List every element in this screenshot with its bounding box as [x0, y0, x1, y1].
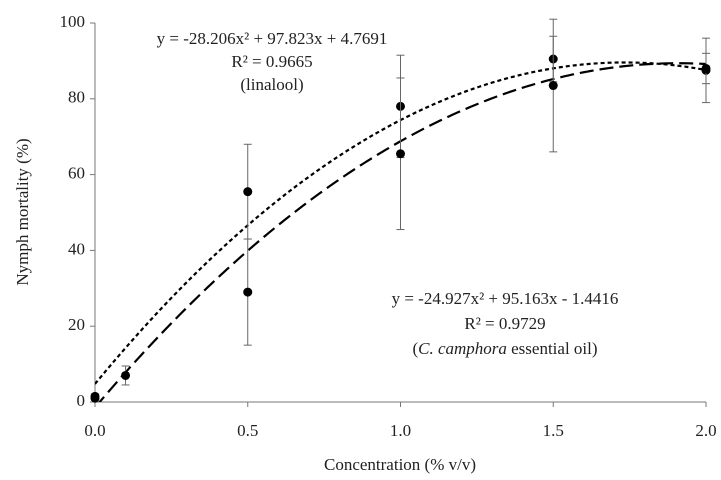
fit-label-text: ( — [412, 339, 418, 358]
point — [396, 149, 405, 159]
x-axis-title: Concentration (% v/v) — [324, 455, 476, 474]
y-tick-label: 100 — [60, 12, 86, 31]
point — [121, 370, 131, 380]
fit-label-text: essential oil) — [507, 339, 598, 358]
x-tick-label: 0.5 — [237, 421, 258, 440]
point — [243, 287, 253, 297]
x-tick-label: 1.0 — [390, 421, 411, 440]
fit-equation: y = -28.206x² + 97.823x + 4.7691 — [157, 29, 388, 48]
x-tick-label: 0.0 — [84, 421, 105, 440]
y-tick-label: 80 — [68, 88, 85, 107]
fit-equation: y = -24.927x² + 95.163x - 1.4416 — [392, 289, 619, 308]
fit-label: (C. camphora essential oil) — [412, 339, 597, 358]
point — [90, 393, 100, 403]
fit-r2: R² = 0.9729 — [464, 314, 545, 333]
y-tick-label: 60 — [68, 164, 85, 183]
fit-r2: R² = 0.9665 — [231, 52, 312, 71]
y-tick-label: 0 — [77, 391, 86, 410]
y-tick-label: 20 — [68, 315, 85, 334]
y-axis-title: Nymph mortality (%) — [13, 138, 32, 285]
y-tick-label: 40 — [68, 239, 85, 258]
point — [548, 81, 558, 91]
fit-label: (linalool) — [240, 75, 303, 94]
fit-label-text: (linalool) — [240, 75, 303, 94]
fit-label-text: C. camphora — [418, 339, 507, 358]
x-tick-label: 2.0 — [695, 421, 716, 440]
point — [701, 63, 711, 73]
point — [243, 187, 253, 197]
x-tick-label: 1.5 — [543, 421, 564, 440]
